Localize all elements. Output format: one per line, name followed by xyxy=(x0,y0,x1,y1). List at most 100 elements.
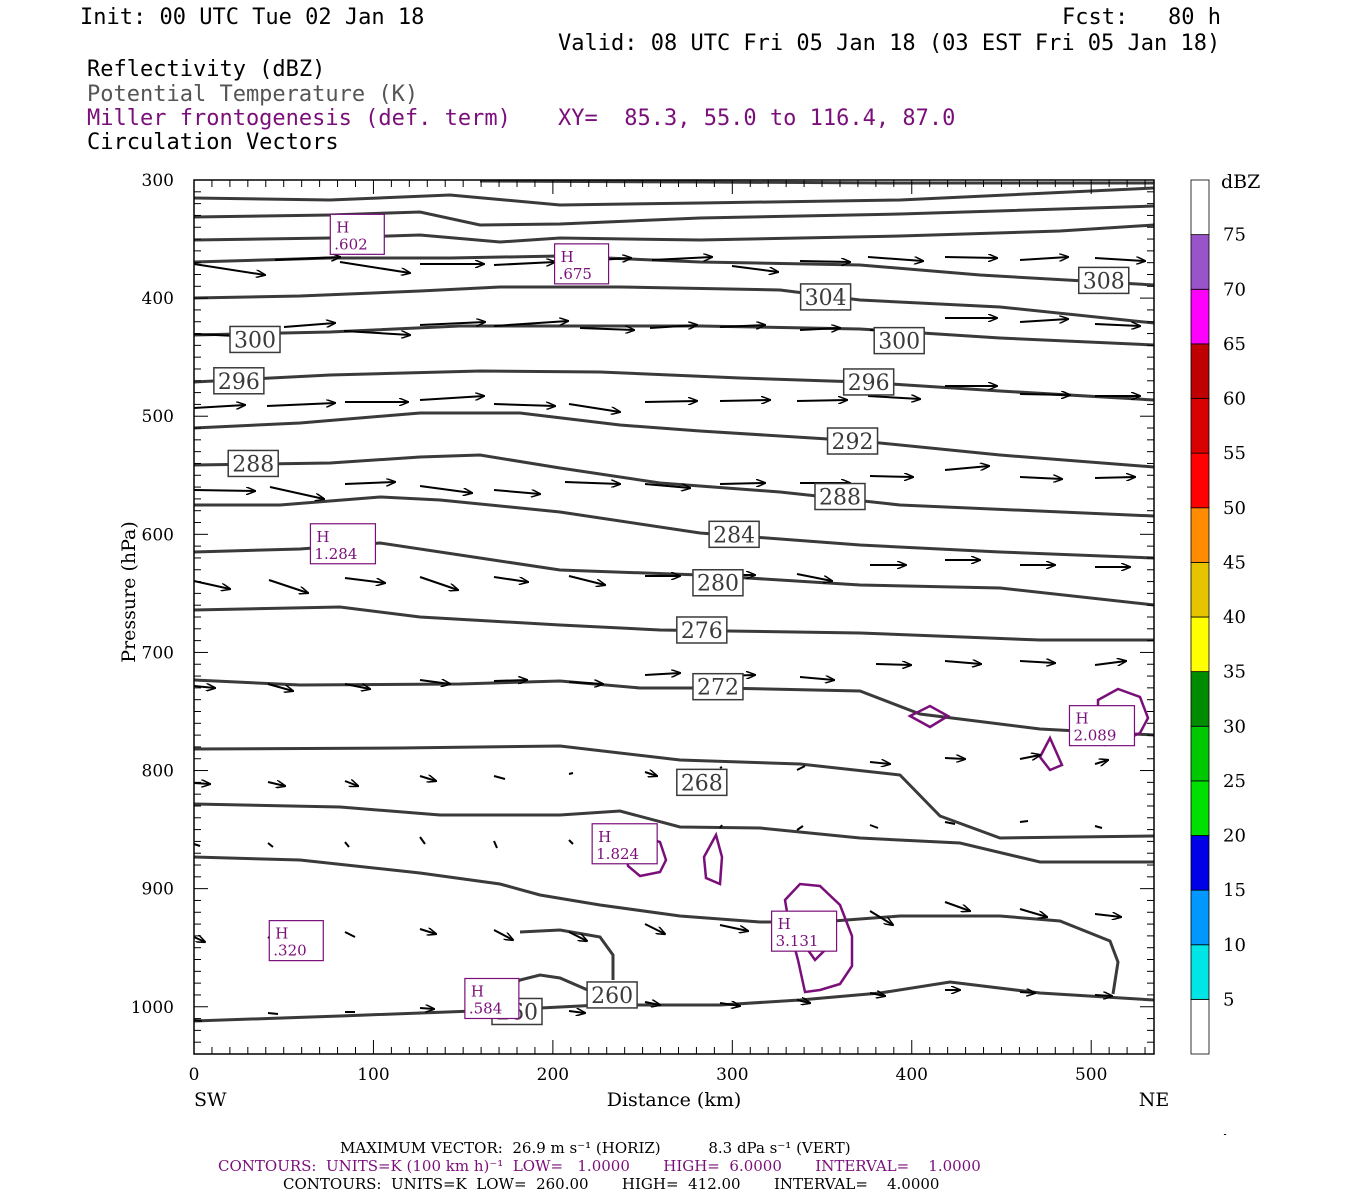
high-marker-value: 2.089 xyxy=(1073,727,1116,745)
theta-contour xyxy=(479,179,1154,185)
colorbar-segment xyxy=(1190,616,1210,673)
colorbar-segment xyxy=(1190,889,1210,946)
circulation-vector xyxy=(193,783,210,784)
northeast-label: NE xyxy=(1139,1089,1170,1111)
theta-label-box xyxy=(826,427,879,455)
circulation-vector xyxy=(1019,319,1068,322)
theta-contour xyxy=(193,744,1155,840)
colorbar-label: 45 xyxy=(1223,552,1246,573)
high-marker-box xyxy=(309,523,377,565)
circulation-vector xyxy=(193,937,205,942)
circulation-vector xyxy=(493,775,506,780)
theta-contours xyxy=(193,179,1155,1023)
circulation-vector xyxy=(731,265,778,272)
circulation-vector xyxy=(419,396,484,401)
high-marker-label: H xyxy=(561,248,574,266)
y-tick-label: 500 xyxy=(142,407,174,427)
theta-label-box xyxy=(692,568,744,597)
circulation-vector xyxy=(343,330,410,335)
circulation-vector xyxy=(796,573,832,581)
circulation-vector xyxy=(1019,992,1035,993)
circulation-vector xyxy=(283,323,335,328)
circulation-vector xyxy=(644,401,697,402)
circulation-vector xyxy=(568,931,587,941)
colorbar-label: 15 xyxy=(1223,880,1246,901)
circulation-vector xyxy=(1094,914,1121,917)
theta-label: 300 xyxy=(234,328,276,353)
circulation-vector xyxy=(344,577,385,583)
circulation-vector xyxy=(1019,257,1068,260)
circulation-vector xyxy=(568,403,620,412)
circulation-vector xyxy=(796,765,806,771)
theta-contour xyxy=(193,254,1155,287)
high-marker-box xyxy=(553,243,610,285)
frontogenesis-contour xyxy=(783,882,854,994)
y-tick-label: 800 xyxy=(142,762,174,782)
reference-vector-arrow xyxy=(1223,1134,1227,1135)
circulation-vector xyxy=(193,686,215,688)
y-axis-label: Pressure (hPa) xyxy=(118,521,140,663)
colorbar-label: 55 xyxy=(1223,443,1246,464)
y-tick-label: 900 xyxy=(142,880,174,900)
colorbar-segment xyxy=(1190,398,1210,454)
circulation-vector xyxy=(644,1002,660,1005)
colorbar-segment xyxy=(1190,234,1210,290)
circulation-vector xyxy=(944,901,970,911)
colorbar-segment xyxy=(1190,725,1210,782)
theta-contour xyxy=(193,678,1155,737)
circulation-vector xyxy=(419,680,450,684)
high-marker-box xyxy=(329,213,385,255)
circulation-vector xyxy=(193,580,230,589)
theta-contour xyxy=(193,802,1154,864)
circulation-vector xyxy=(1019,908,1047,917)
x-tick-label: 0 xyxy=(189,1065,200,1085)
southwest-label: SW xyxy=(194,1089,227,1111)
circulation-vector xyxy=(644,673,680,675)
circulation-vector xyxy=(799,261,850,262)
circulation-vector xyxy=(419,485,472,493)
high-marker-value: .320 xyxy=(273,942,306,960)
circulation-vector xyxy=(796,400,847,401)
high-marker-label: H xyxy=(275,925,288,943)
high-marker-value: .584 xyxy=(469,999,502,1017)
x-tick-label: 200 xyxy=(537,1065,569,1085)
circulation-vector xyxy=(268,579,308,593)
colorbar-label: 10 xyxy=(1223,935,1246,956)
theta-label-box xyxy=(692,672,744,701)
circulation-vector xyxy=(339,261,410,273)
theta-label: 288 xyxy=(232,452,274,477)
colorbar-segment xyxy=(1190,507,1210,563)
circulation-vector xyxy=(419,576,458,590)
circulation-vector xyxy=(564,482,620,484)
theta-label-box xyxy=(586,981,638,1009)
theta-label: 260 xyxy=(591,984,633,1009)
circulation-vector xyxy=(579,328,634,330)
theta-label: 280 xyxy=(697,572,739,597)
theta-contour xyxy=(193,369,1155,402)
field-reflectivity: Reflectivity (dBZ) xyxy=(87,57,326,82)
theta-contour xyxy=(193,453,1155,518)
circulation-vector xyxy=(1094,760,1108,764)
circulation-vector xyxy=(568,772,574,775)
high-marker-value: 1.824 xyxy=(596,845,639,863)
circulation-vector xyxy=(719,325,765,327)
x-tick-label: 100 xyxy=(357,1065,389,1085)
field-potential-temperature: Potential Temperature (K) xyxy=(87,82,419,107)
theta-contour xyxy=(193,980,1155,1023)
circulation-vector xyxy=(719,400,770,401)
y-tick-label: 700 xyxy=(142,643,174,663)
theta-label-box xyxy=(799,283,852,311)
circulation-vector xyxy=(719,824,723,829)
circulation-vector xyxy=(719,924,748,931)
theta-label: 268 xyxy=(681,771,723,796)
circulation-vector xyxy=(568,575,605,585)
forecast-hour: Fcst: 80 h xyxy=(1062,5,1221,30)
circulation-vector xyxy=(344,683,370,689)
circulation-vector xyxy=(944,466,989,471)
circulation-vector xyxy=(1019,477,1062,479)
circulation-vector xyxy=(944,661,981,664)
circulation-vector xyxy=(649,325,697,328)
circulation-vector xyxy=(799,328,840,330)
colorbar-label: 70 xyxy=(1223,279,1246,300)
colorbar-segment xyxy=(1190,998,1210,1055)
